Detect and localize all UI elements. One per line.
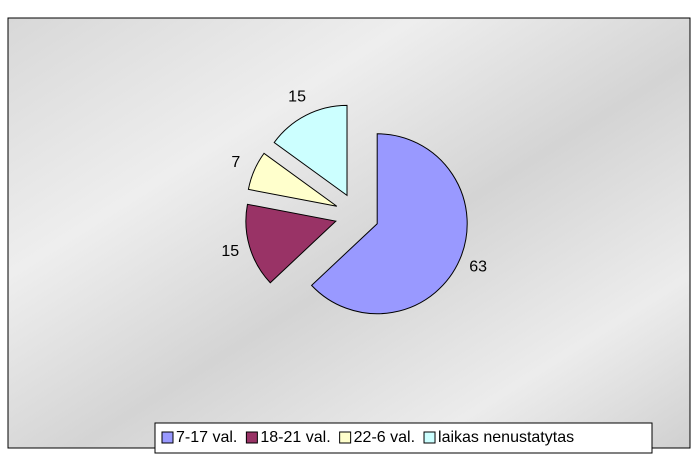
legend-label: 7-17 val. <box>176 429 237 446</box>
plot-area <box>7 17 691 449</box>
legend-box <box>154 422 653 454</box>
legend-swatch <box>423 431 436 444</box>
data-label: 7 <box>231 154 240 171</box>
pie-slice <box>247 152 338 207</box>
pie-slice <box>245 203 337 284</box>
data-label: 63 <box>469 259 487 276</box>
data-label: 15 <box>288 89 306 106</box>
legend-label: laikas nenustatytas <box>438 429 574 446</box>
pie-slice <box>273 104 348 197</box>
data-label: 15 <box>221 243 239 260</box>
legend-swatch <box>161 431 174 444</box>
legend-label: 22-6 val. <box>354 429 415 446</box>
legend-label: 18-21 val. <box>260 429 330 446</box>
pie-slice <box>310 133 468 315</box>
legend-swatch <box>339 431 352 444</box>
legend-swatch <box>245 431 258 444</box>
